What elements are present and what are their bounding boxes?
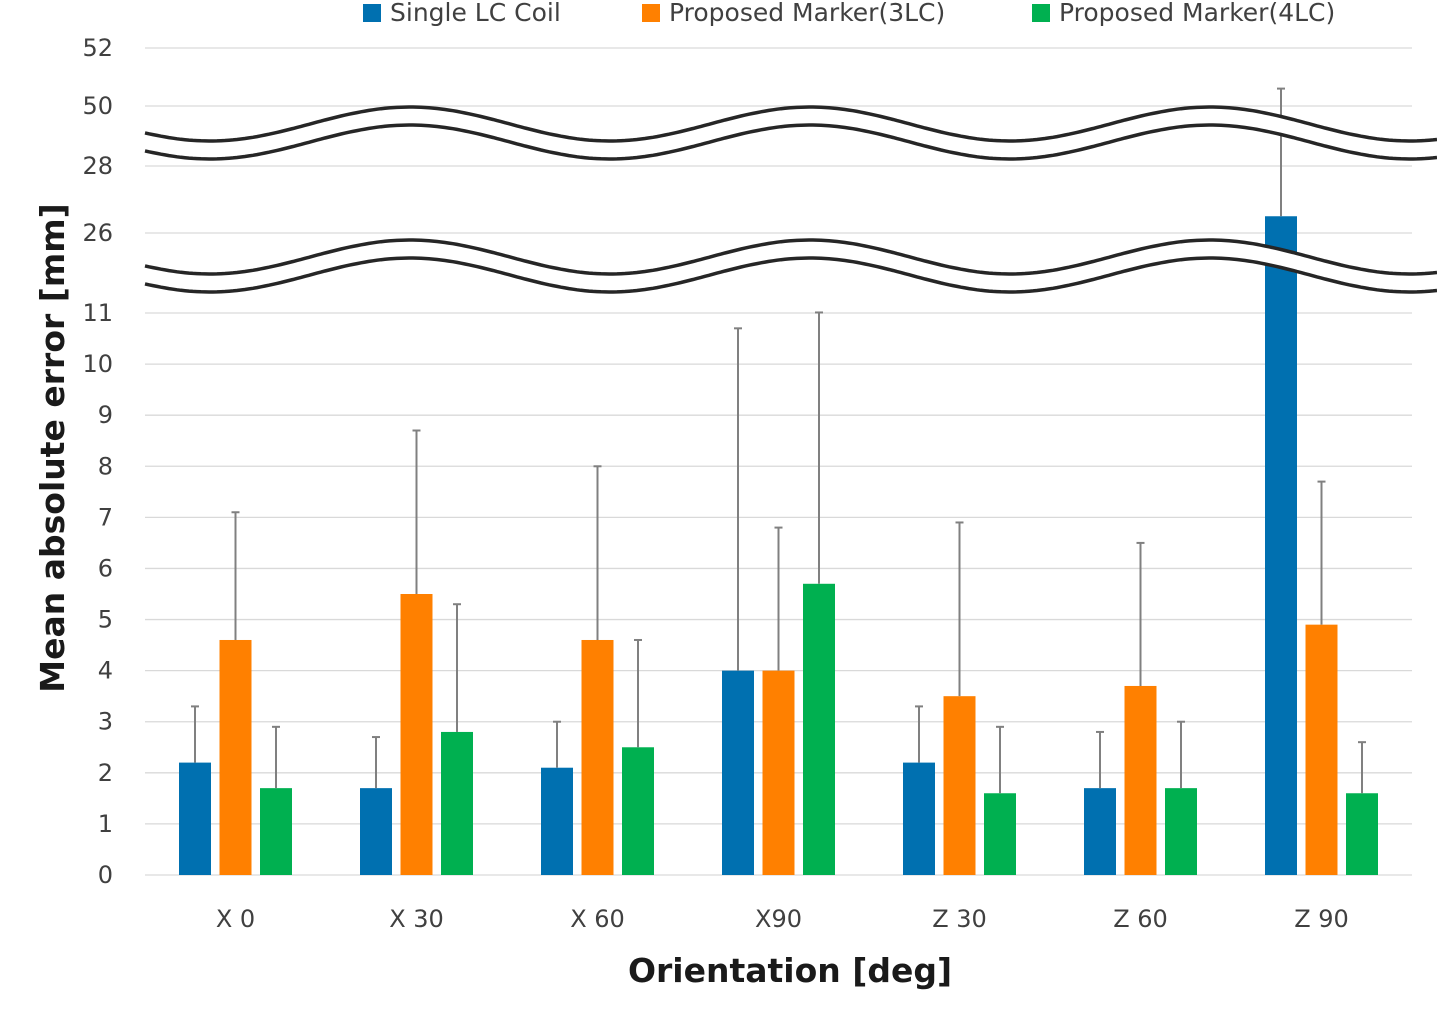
bar: [1165, 788, 1197, 875]
bar: [581, 639, 614, 875]
y-tick-label: 6: [98, 554, 113, 582]
x-axis-title: Orientation [deg]: [628, 951, 952, 990]
y-tick-label: 26: [82, 219, 113, 247]
bar: [541, 767, 573, 875]
bars: [179, 216, 1378, 875]
x-tick-label: X 60: [570, 905, 625, 933]
x-tick-label: X 30: [389, 905, 444, 933]
bar: [622, 747, 654, 875]
x-tick-labels: X 0 X 30 X 60 X90 Z 30 Z 60 Z 90: [216, 905, 1349, 933]
bar: [1305, 624, 1338, 875]
bar: [943, 696, 976, 875]
legend-label: Proposed Marker(3LC): [669, 0, 945, 27]
legend-label: Single LC Coil: [390, 0, 561, 27]
y-tick-label: 50: [82, 92, 113, 120]
bar: [441, 731, 473, 875]
axis-break-marks: [144, 105, 1437, 294]
x-tick-label: X 0: [216, 905, 255, 933]
y-tick-label: 0: [98, 861, 113, 889]
bar: [179, 762, 211, 875]
bar: [903, 762, 935, 875]
x-tick-label: Z 90: [1294, 905, 1349, 933]
y-tick-label: 52: [82, 34, 113, 62]
bar: [1124, 685, 1157, 875]
y-tick-label: 4: [98, 657, 113, 685]
x-tick-label: Z 30: [932, 905, 987, 933]
bar: [400, 594, 433, 875]
x-tick-label: Z 60: [1113, 905, 1168, 933]
axis-break-band: [145, 240, 1437, 292]
legend-swatch: [642, 4, 660, 22]
bar: [219, 639, 252, 875]
axis-break-line: [144, 105, 1437, 143]
axis-break-line: [144, 238, 1437, 276]
legend-swatch: [363, 4, 381, 22]
y-tick-label: 3: [98, 708, 113, 736]
bar: [360, 788, 392, 875]
bar: [984, 793, 1016, 875]
bar: [1084, 788, 1116, 875]
bar: [1346, 793, 1378, 875]
x-tick-label: X90: [755, 905, 802, 933]
axis-break-line: [144, 123, 1437, 161]
y-tick-label: 7: [98, 503, 113, 531]
legend: Single LC Coil Proposed Marker(3LC) Propos…: [363, 0, 1335, 27]
bar: [722, 670, 754, 875]
bar: [260, 788, 292, 875]
error-bars: [191, 87, 1366, 794]
y-axis-title: Mean absolute error [mm]: [33, 203, 72, 692]
y-tick-label: 9: [98, 401, 113, 429]
axis-break-band: [145, 107, 1437, 159]
y-tick-label: 11: [82, 299, 113, 327]
y-tick-label: 8: [98, 452, 113, 480]
y-tick-label: 10: [82, 350, 113, 378]
y-tick-labels: 0 1 2 3 4 5 6 7 8 9 10 11 26 28 50 52: [82, 34, 113, 889]
bar: [803, 583, 835, 875]
y-tick-label: 1: [98, 810, 113, 838]
bar: [762, 670, 795, 875]
y-tick-label: 5: [98, 606, 113, 634]
legend-label: Proposed Marker(4LC): [1059, 0, 1335, 27]
legend-swatch: [1032, 4, 1050, 22]
axis-break-line: [144, 256, 1437, 294]
y-tick-label: 2: [98, 759, 113, 787]
bar: [1265, 216, 1297, 875]
y-tick-label: 28: [82, 152, 113, 180]
